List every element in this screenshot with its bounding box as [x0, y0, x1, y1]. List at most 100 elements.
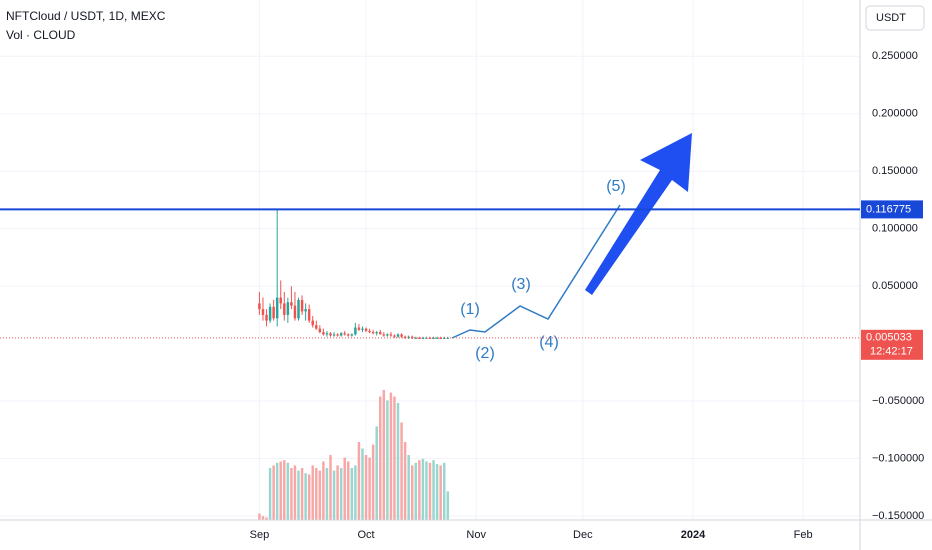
volume-bar: [386, 400, 389, 520]
candle-body: [403, 336, 407, 338]
y-tick-label: 0.050000: [872, 280, 918, 292]
candle-body: [315, 325, 318, 329]
volume-bar: [332, 470, 336, 520]
candle-body: [336, 334, 339, 336]
y-tick-label: −0.100000: [872, 452, 924, 464]
candle-body: [379, 332, 382, 335]
volume-bar: [325, 468, 329, 520]
candle-body: [325, 333, 329, 335]
y-tick-label: −0.050000: [872, 395, 924, 407]
candle-body: [258, 303, 261, 310]
candle-body: [343, 333, 346, 335]
candle-body: [283, 303, 286, 315]
volume-bar: [307, 474, 311, 520]
volume-bar: [343, 457, 346, 520]
candle-body: [396, 334, 400, 337]
volume-bar: [347, 461, 350, 520]
wave-label: (1): [460, 301, 480, 318]
candle-body: [400, 334, 403, 337]
volume-bar: [354, 465, 357, 520]
volume-bar: [428, 462, 432, 520]
candle-body: [442, 337, 446, 340]
volume-bar: [432, 460, 435, 520]
volume-bar: [393, 396, 396, 520]
price-tag-label: 0.116775: [866, 203, 911, 215]
candle-body: [354, 327, 357, 335]
candle-body: [428, 337, 432, 340]
volume-bar: [400, 422, 403, 520]
volume-bar: [265, 517, 268, 520]
candle-body: [275, 297, 279, 319]
volume-bar: [322, 461, 325, 520]
volume-bar: [286, 462, 290, 520]
y-tick-label: 0.150000: [872, 165, 918, 177]
overlay: 0.116775 0.005033 12:42:17: [0, 200, 923, 360]
candle-body: [425, 337, 428, 339]
volume-bar: [375, 426, 378, 520]
volume-bar: [272, 465, 275, 520]
candle-body: [393, 335, 396, 337]
projection-arrow: [585, 133, 692, 295]
volume-bar: [275, 462, 279, 520]
candle-body: [432, 337, 435, 340]
candle-body: [414, 337, 418, 339]
volume-bar: [403, 442, 407, 520]
currency-label[interactable]: USDT: [876, 12, 906, 24]
candle-body: [272, 306, 275, 319]
price-tag: [861, 200, 923, 219]
grid: [0, 0, 860, 520]
volume-bar: [293, 465, 297, 520]
volume-bar: [318, 470, 322, 520]
volume-bar: [297, 470, 300, 520]
candle-body: [268, 306, 272, 321]
candle-body: [368, 330, 371, 333]
countdown-label: 12:42:17: [870, 346, 913, 358]
currency-button[interactable]: [865, 5, 925, 31]
volume-bar: [442, 462, 446, 520]
volume-bar: [300, 468, 304, 520]
candle-body: [350, 334, 354, 336]
volume-bar: [315, 468, 318, 520]
candle-body: [265, 314, 268, 321]
x-tick-label: Nov: [466, 529, 486, 541]
candle-body: [300, 299, 304, 312]
candle-body: [357, 327, 361, 330]
candle-body: [304, 309, 307, 312]
volume-bar: [418, 460, 421, 520]
volume-bar: [435, 464, 439, 520]
volume-bar: [304, 473, 307, 520]
candle-body: [279, 297, 282, 304]
wave-label: (3): [511, 276, 531, 293]
wave-label: (4): [539, 334, 559, 351]
volume-bar: [283, 460, 286, 520]
candle-body: [407, 336, 410, 338]
volume-bar: [258, 513, 261, 520]
volume-bar: [350, 468, 354, 520]
volume-bar: [414, 462, 418, 520]
candle-body: [347, 334, 350, 336]
volume-bar: [396, 403, 400, 520]
volume-bar: [261, 516, 265, 520]
candle-body: [421, 337, 425, 340]
x-tick-label: Feb: [794, 529, 813, 541]
volume-bar: [379, 396, 382, 520]
volume-bar: [371, 444, 375, 520]
volume-title: Vol · CLOUD: [6, 28, 76, 42]
candle-body: [435, 337, 439, 339]
candle-body: [307, 309, 311, 321]
candle-body: [290, 302, 293, 306]
volume-bar: [357, 442, 361, 520]
y-tick-label: 0.100000: [872, 223, 918, 235]
candle-body: [361, 328, 364, 330]
last-price-label: 0.005033: [866, 332, 912, 344]
candle-body: [311, 320, 314, 326]
candle-body: [389, 334, 393, 336]
y-tick-label: 0.250000: [872, 50, 918, 62]
volume-bar: [290, 468, 293, 520]
volume-bar: [364, 455, 368, 520]
candle-body: [332, 334, 336, 336]
volume-bar: [336, 465, 339, 520]
y-tick-label: −0.150000: [872, 510, 924, 522]
candle-body: [364, 328, 368, 331]
